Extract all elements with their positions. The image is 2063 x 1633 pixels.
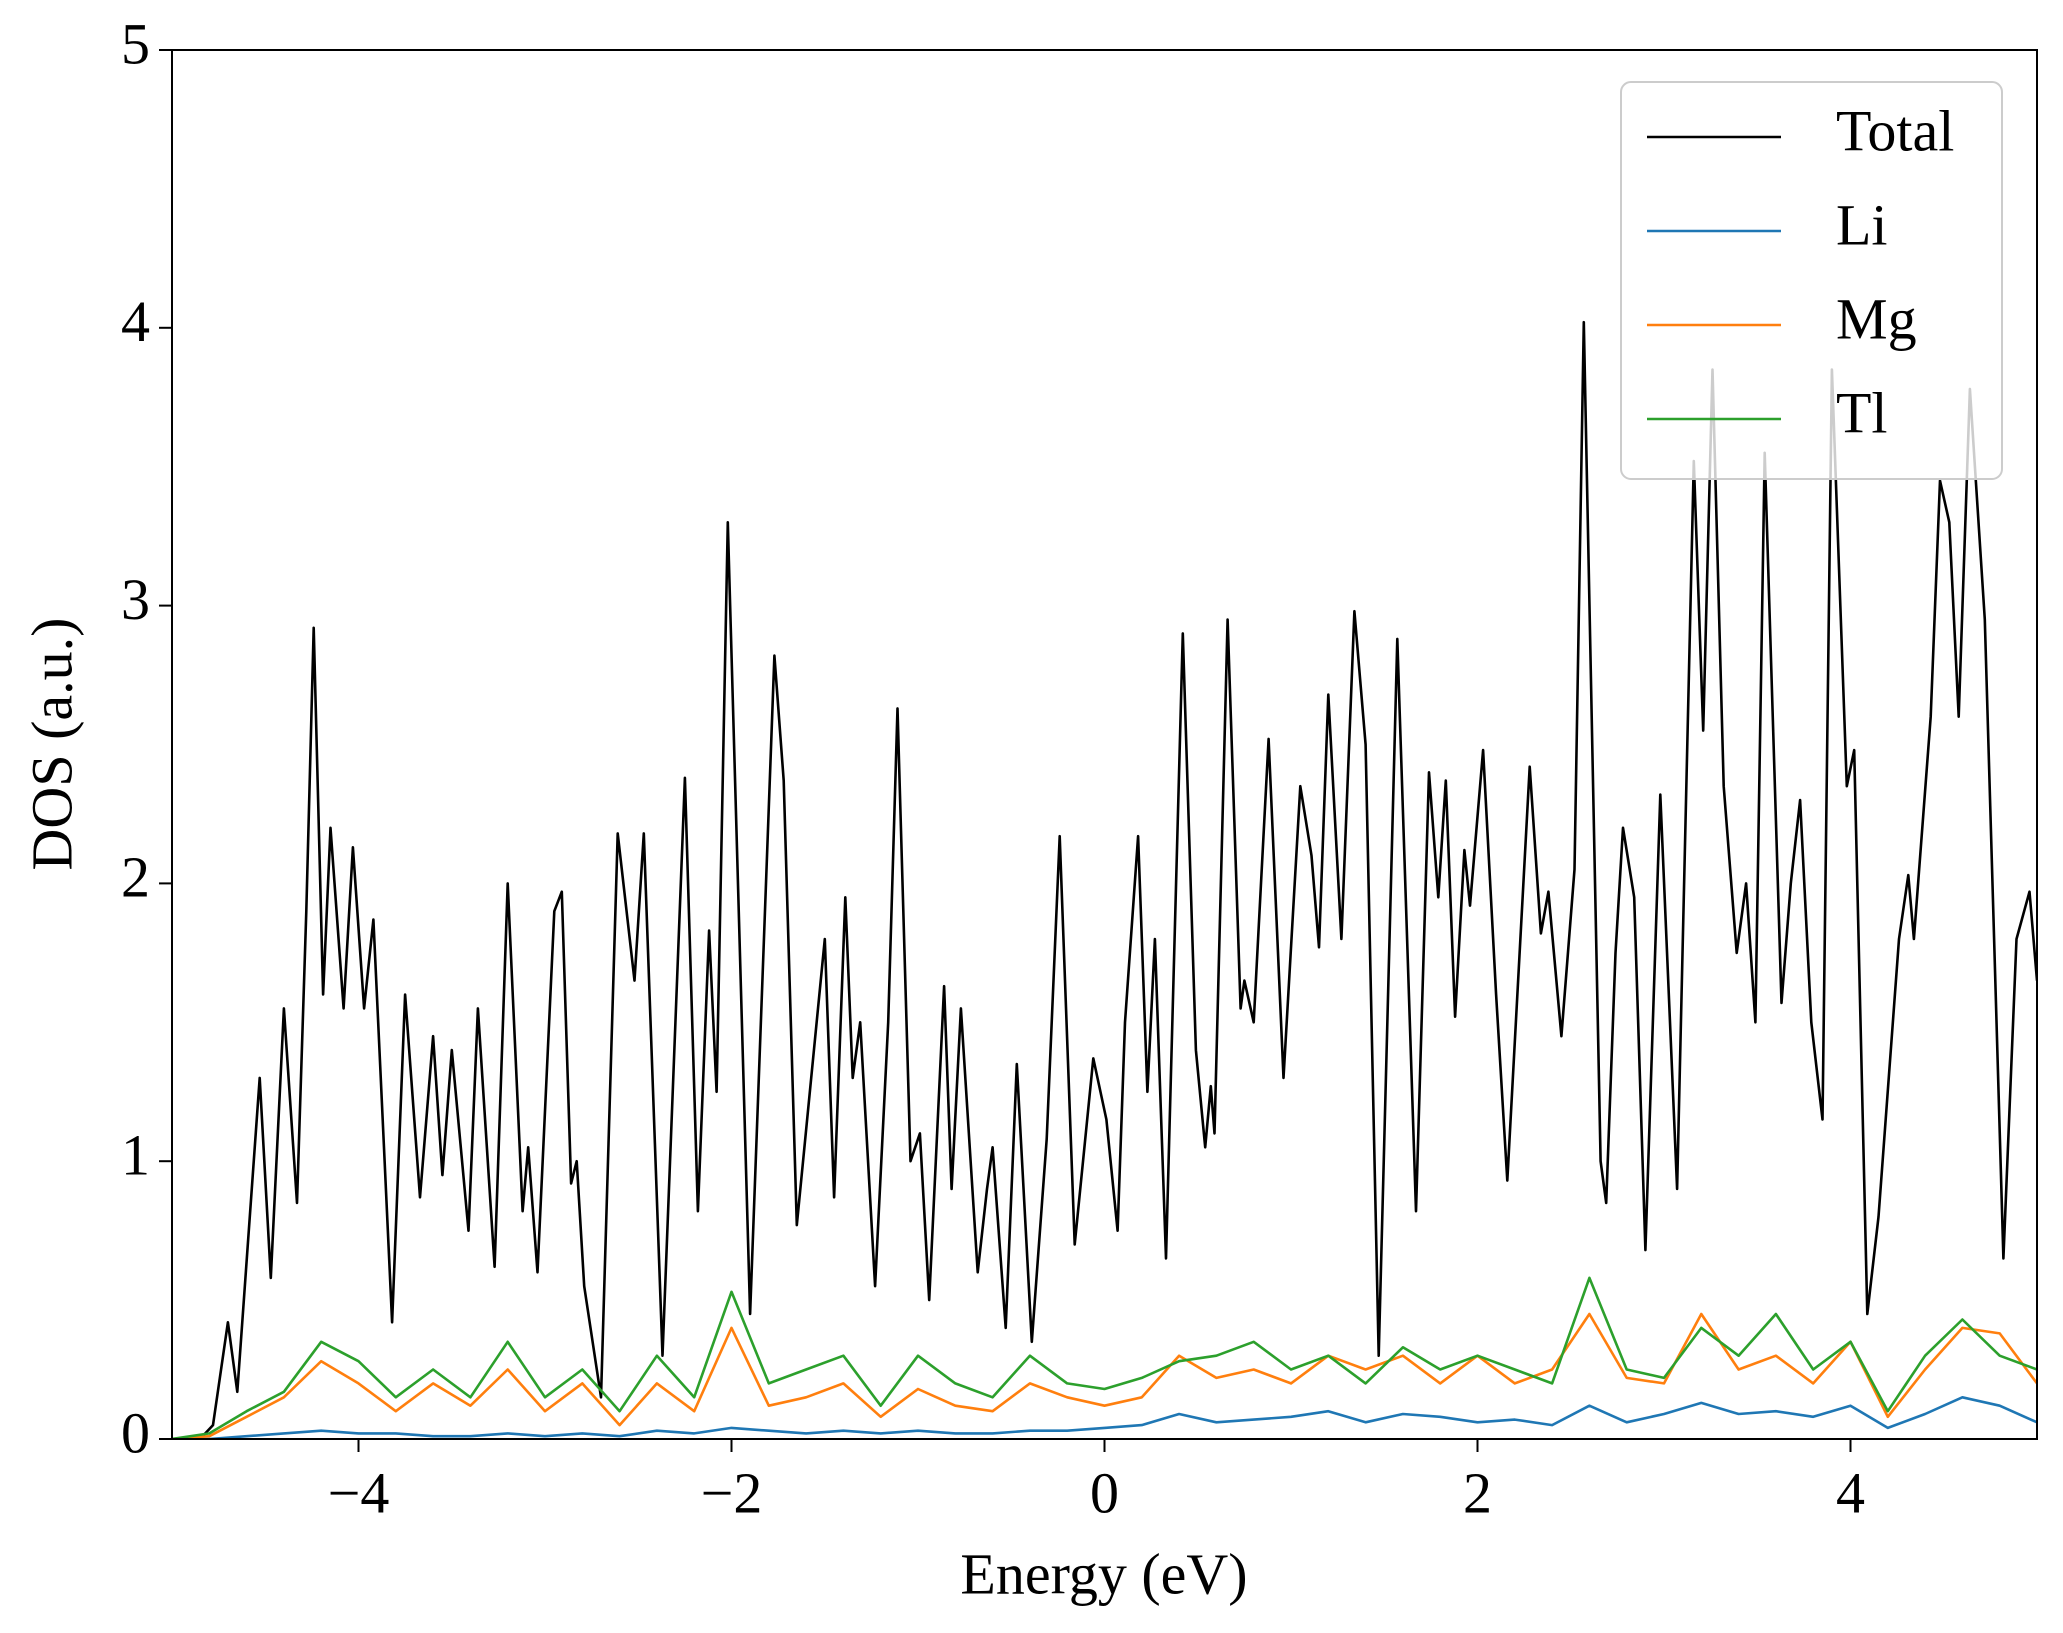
y-tick-label: 4 <box>121 289 150 354</box>
y-tick-label: 1 <box>121 1123 150 1188</box>
legend-label: Li <box>1836 192 1888 257</box>
plot-frame <box>171 49 2038 1440</box>
series-line <box>172 1396 2037 1439</box>
y-axis-label: DOS (a.u.) <box>19 618 84 871</box>
x-tick-label: −2 <box>701 1460 763 1525</box>
legend-label: Mg <box>1836 286 1917 351</box>
plot-area <box>172 320 2037 1439</box>
series-line <box>172 1312 2037 1439</box>
x-axis-label: Energy (eV) <box>960 1541 1247 1606</box>
x-tick-label: 2 <box>1463 1460 1492 1525</box>
legend-box <box>1620 81 2003 480</box>
y-tick-label: 2 <box>121 845 150 910</box>
series-line <box>172 320 2037 1439</box>
legend: Total Li Mg Tl <box>1620 81 2003 480</box>
y-tick-label: 5 <box>121 11 150 76</box>
legend-label: Tl <box>1836 380 1888 445</box>
x-tick-label: 0 <box>1090 1460 1119 1525</box>
y-tick-label: 0 <box>121 1400 150 1465</box>
series-line <box>172 1276 2037 1439</box>
y-tick-label: 3 <box>121 567 150 632</box>
x-tick-label: 4 <box>1836 1460 1865 1525</box>
legend-label: Total <box>1836 98 1954 163</box>
x-tick-label: −4 <box>328 1460 390 1525</box>
